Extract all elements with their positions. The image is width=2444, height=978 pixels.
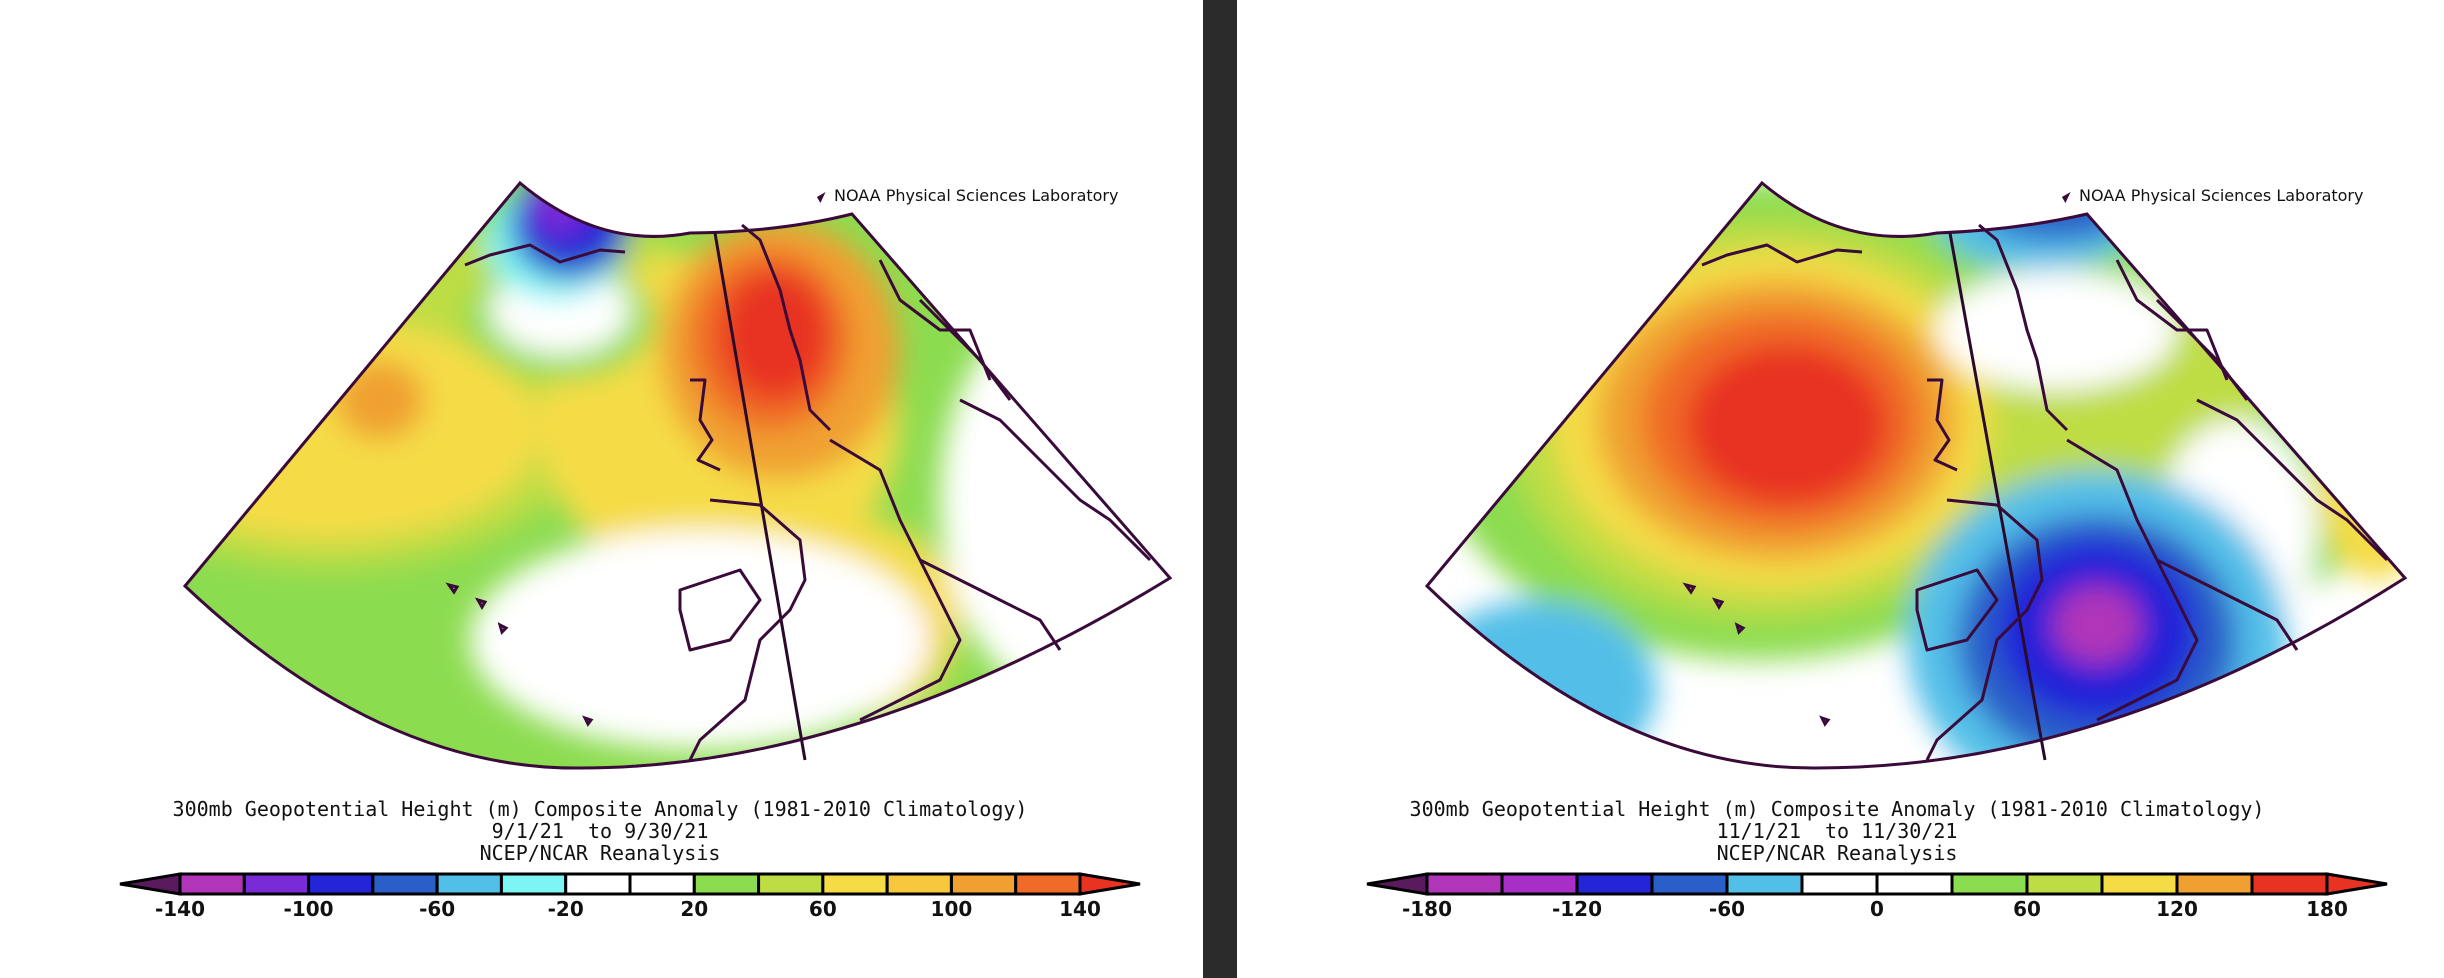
colorbar-segment [628,872,696,896]
contour-field [1427,183,2405,769]
colorbar-segment [1875,872,1954,896]
colorbar-segment [564,872,632,896]
title-line-2: 11/1/21 to 11/30/21 [1716,819,1958,843]
colorbar-tick-label: -60 [1708,897,1746,921]
colorbar-tick-label: 100 [930,897,973,921]
credit-label: NOAA Physical Sciences Laboratory [816,186,1118,205]
colorbar-segment [2250,872,2329,896]
colorbar-segment [307,872,375,896]
map-boundary [1424,180,2408,770]
colorbar [1366,872,2388,896]
colorbar-tick-label: 60 [2013,897,2041,921]
colorbar-tick-label: 20 [680,897,709,921]
colorbar-segment [435,872,503,896]
map-boundary [182,180,1173,770]
colorbar-tick-label: -20 [547,897,584,921]
colorbar-segment [371,872,439,896]
colorbar-segment [1725,872,1804,896]
colorbar-tick-label: -120 [1551,897,1603,921]
meridian-line [1948,232,2047,761]
colorbar-arrow-high [1078,872,1141,896]
colorbar-segment [499,872,568,896]
title-line-3: NCEP/NCAR Reanalysis [1716,841,1958,865]
anomaly-map [1424,180,2408,770]
colorbar-segment [1014,872,1082,896]
map-title: 300mb Geopotential Height (m) Composite … [50,798,1150,864]
title-line-3: NCEP/NCAR Reanalysis [479,841,721,865]
colorbar-ticks: -140 -100 -60 -20 20 60 100 140 [0,897,1203,927]
colorbar-segment [821,872,889,896]
colorbar-segment [1950,872,2029,896]
colorbar-segment [242,872,311,896]
islands [445,582,594,727]
colorbar-arrow-low [119,872,182,896]
colorbar-segment [178,872,246,896]
colorbar-arrow-high [2325,872,2388,896]
colorbar-segment [1425,872,1504,896]
coastlines [1701,223,2389,761]
anomaly-map [182,180,1173,770]
title-line-1: 300mb Geopotential Height (m) Composite … [1409,797,2265,821]
panel-divider [1203,0,1237,978]
colorbar-segment [692,872,761,896]
colorbar-segment [1650,872,1729,896]
colorbar-tick-label: 140 [1059,897,1101,921]
coastlines [464,223,1152,761]
colorbar-segment [1800,872,1879,896]
colorbar-ticks: -180 -120 -60 0 60 120 180 [1237,897,2444,927]
colorbar-segment [885,872,953,896]
colorbar-segment [1500,872,1579,896]
colorbar-segment [2100,872,2179,896]
contour-field [185,183,1170,769]
title-line-2: 9/1/21 to 9/30/21 [491,819,709,843]
colorbar-arrow-low [1366,872,1429,896]
map-title: 300mb Geopotential Height (m) Composite … [1287,798,2387,864]
colorbar-segment [2025,872,2104,896]
credit-label: NOAA Physical Sciences Laboratory [2061,186,2363,205]
colorbar [119,872,1141,896]
colorbar-tick-label: -100 [283,897,334,921]
title-line-1: 300mb Geopotential Height (m) Composite … [172,797,1028,821]
colorbar-tick-label: 180 [2306,897,2348,921]
colorbar-tick-label: 60 [808,897,837,921]
colorbar-tick-label: -60 [419,897,456,921]
map-panel-november: NOAA Physical Sciences Laboratory 300mb … [1237,0,2444,978]
colorbar-segment [1575,872,1654,896]
islands [1682,582,1831,727]
colorbar-segment [757,872,825,896]
colorbar-tick-label: 0 [1870,897,1884,921]
colorbar-tick-label: 120 [2156,897,2198,921]
noaa-logo-icon [2061,191,2075,204]
colorbar-tick-label: -140 [154,897,206,921]
colorbar-tick-label: -180 [1401,897,1453,921]
meridian-line [713,232,807,761]
colorbar-segment [2175,872,2254,896]
noaa-logo-icon [816,191,830,204]
map-panel-september: NOAA Physical Sciences Laboratory 300mb … [0,0,1203,978]
colorbar-segment [949,872,1018,896]
